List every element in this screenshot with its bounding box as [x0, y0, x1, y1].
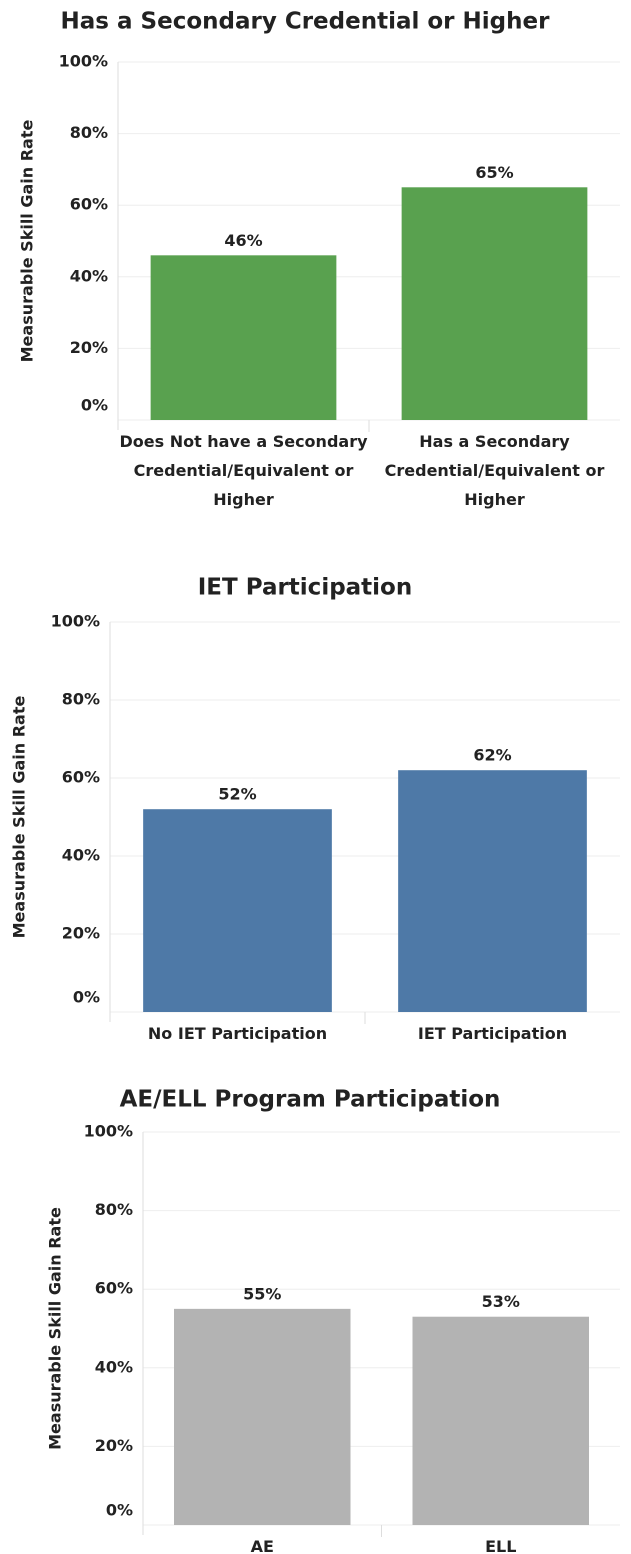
y-tick-label: 100% [51, 612, 100, 631]
value-label: 55% [243, 1284, 281, 1303]
x-tick-label: Does Not have a Secondary Credential/Equi… [119, 432, 368, 509]
bar [150, 255, 337, 420]
value-label: 65% [475, 163, 513, 182]
x-tick-label: IET Participation [418, 1024, 567, 1043]
y-tick-label: 60% [62, 768, 100, 787]
y-tick-label: 0% [106, 1501, 133, 1520]
y-tick-label: 60% [70, 195, 108, 214]
bar [398, 770, 587, 1012]
value-label: 46% [224, 231, 262, 250]
y-tick-label: 20% [62, 924, 100, 943]
x-tick-label: Has a Secondary Credential/Equivalent or H… [385, 432, 605, 509]
y-tick-label: 40% [70, 266, 108, 285]
y-tick-label: 0% [73, 988, 100, 1007]
y-axis-label: Measurable Skill Gain Rate [10, 696, 29, 939]
y-tick-label: 40% [95, 1357, 133, 1376]
chart-title: AE/ELL Program Participation [120, 1087, 501, 1113]
y-tick-label: 100% [84, 1122, 133, 1141]
chart-title: Has a Secondary Credential or Higher [61, 9, 551, 35]
y-axis-label: Measurable Skill Gain Rate [18, 120, 37, 363]
x-tick-label: No IET Participation [148, 1024, 327, 1043]
value-label: 53% [482, 1292, 520, 1311]
y-tick-label: 0% [81, 396, 108, 415]
y-tick-label: 20% [95, 1436, 133, 1455]
bar [143, 809, 332, 1012]
y-tick-label: 60% [95, 1279, 133, 1298]
x-tick-label: AE [251, 1537, 274, 1554]
y-axis-label: Measurable Skill Gain Rate [46, 1207, 65, 1450]
bar [401, 187, 588, 420]
y-tick-label: 80% [62, 690, 100, 709]
value-label: 52% [218, 785, 256, 804]
y-tick-label: 20% [70, 338, 108, 357]
y-tick-label: 80% [70, 123, 108, 142]
bar [412, 1316, 589, 1525]
y-tick-label: 100% [59, 52, 108, 71]
y-tick-label: 40% [62, 846, 100, 865]
value-label: 62% [473, 746, 511, 765]
y-tick-label: 80% [95, 1200, 133, 1219]
chart-title: IET Participation [198, 575, 413, 601]
x-tick-label: ELL [485, 1537, 516, 1554]
bar [174, 1308, 351, 1525]
